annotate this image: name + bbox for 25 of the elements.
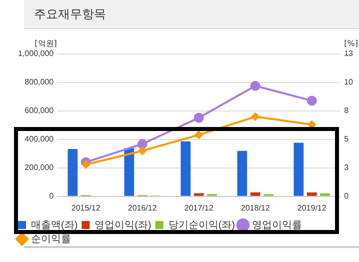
x-tick-label: 2015/12	[71, 203, 101, 212]
x-tick-label: 2018/12	[240, 203, 270, 212]
y-tick-label: 1,000,000	[18, 49, 54, 58]
y2-axis-title: [%]	[344, 39, 358, 48]
chart-title: 주요재무항목	[34, 6, 106, 23]
y-tick-label: 600,000	[24, 106, 54, 116]
y-axis-title: [억원]	[34, 39, 57, 48]
legend-label: 순이익률	[31, 234, 71, 245]
y2-tick-label: 8	[344, 106, 350, 116]
legend-label: 영업이익률	[252, 220, 302, 231]
y2-tick-label: 5	[344, 134, 350, 144]
legend-label: 영업이익(좌)	[94, 220, 152, 231]
x-tick-label: 2017/12	[184, 203, 214, 212]
y2-tick-label: 13	[344, 49, 354, 58]
x-tick-label: 2019/12	[297, 203, 327, 212]
legend-label: 당기순이익(좌)	[168, 220, 235, 231]
y2-tick-label: 0	[344, 192, 350, 201]
y-tick-label: 0	[49, 192, 54, 201]
y2-tick-label: 3	[344, 163, 350, 172]
y-tick-label: 800,000	[24, 78, 54, 87]
legend-label: 매출액(좌)	[31, 220, 78, 231]
y-tick-label: 400,000	[24, 134, 54, 144]
y-tick-label: 200,000	[24, 163, 54, 172]
y2-tick-label: 10	[344, 78, 354, 87]
x-tick-label: 2016/12	[128, 203, 158, 212]
